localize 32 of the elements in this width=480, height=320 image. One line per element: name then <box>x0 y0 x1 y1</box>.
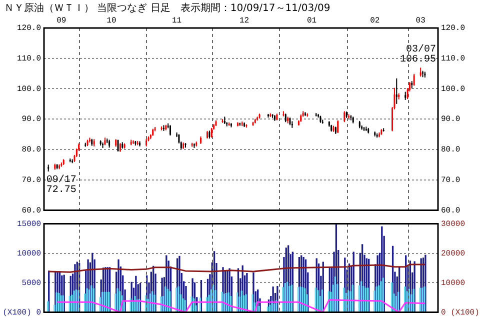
y2-tick-label: 120.0 <box>441 24 466 34</box>
y2-tick-label: 30000 <box>441 220 466 229</box>
y-tick-label: 5000 <box>22 278 42 288</box>
y-tick-label: (X100) 0 <box>2 308 42 318</box>
annotation: 09/17 72.75 <box>46 174 76 196</box>
x-tick-label: 02 <box>370 16 380 26</box>
x-tick-label: 09 <box>56 16 66 26</box>
annotation: 03/07 106.95 <box>400 43 436 66</box>
x-tick-label: 11 <box>172 16 182 26</box>
y2-tick-label: 10000 <box>441 278 466 288</box>
x-tick-label: 01 <box>306 16 317 26</box>
y-tick-label: 110.0 <box>16 54 42 64</box>
y2-tick-label: 90.0 <box>441 115 460 124</box>
y-tick-label: 100.0 <box>16 84 42 94</box>
x-tick-label: 10 <box>106 16 116 26</box>
y-tick-label: 15000 <box>16 220 42 229</box>
y2-tick-label: 100.0 <box>441 84 466 94</box>
y-tick-label: 80.0 <box>22 146 42 155</box>
y2-tick-label: 70.0 <box>441 176 460 185</box>
y2-tick-label: 20000 <box>441 249 466 258</box>
x-tick-label: 03 <box>416 16 426 26</box>
x-tick-label: 12 <box>239 16 250 26</box>
y-tick-label: 90.0 <box>22 115 42 124</box>
y-tick-label: 70.0 <box>22 176 42 185</box>
y2-tick-label: 60.0 <box>441 206 460 216</box>
y2-tick-label: 110.0 <box>441 54 466 64</box>
y-tick-label: 60.0 <box>22 206 42 216</box>
y-tick-label: 10000 <box>16 249 42 258</box>
y2-tick-label: 0 (X100) <box>441 308 480 318</box>
y-tick-label: 120.0 <box>16 24 42 34</box>
y2-tick-label: 80.0 <box>441 146 460 155</box>
chart-title: ＮＹ原油（ＷＴＩ） 当限つなぎ 日足 表示期間：10/09/17～11/03/09 <box>4 2 330 15</box>
